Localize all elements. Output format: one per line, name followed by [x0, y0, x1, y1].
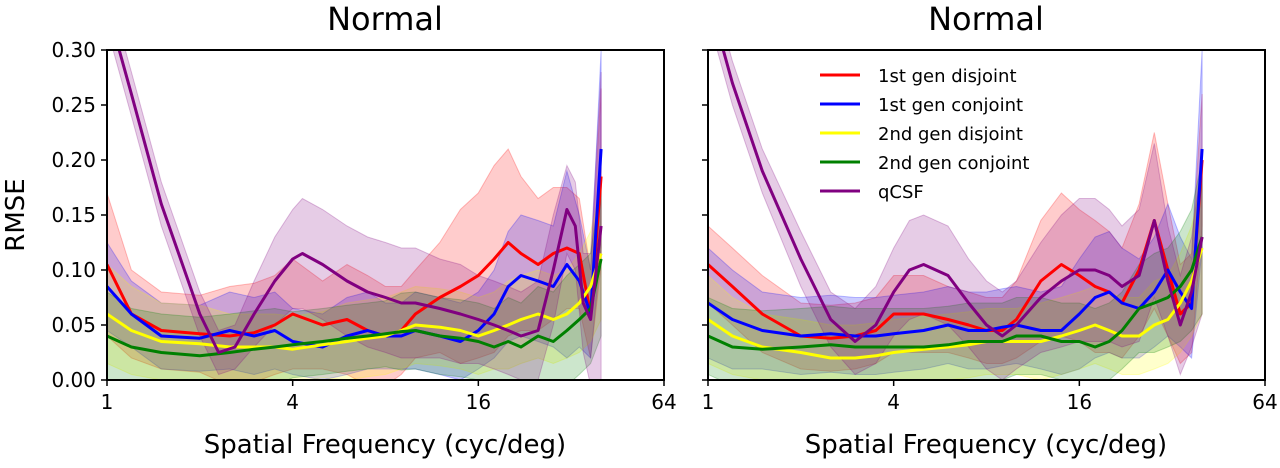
series-band [107, 50, 602, 380]
series-line [107, 258, 603, 358]
chart-title: Normal [928, 0, 1044, 38]
series-band [716, 50, 1203, 380]
x-tick-label: 4 [887, 390, 900, 414]
series-line [708, 247, 1204, 360]
x-tick-label: 16 [1067, 390, 1092, 414]
legend-label: 1st gen disjoint [878, 66, 1017, 87]
series-band [708, 93, 1203, 372]
x-tick-label: 1 [101, 390, 114, 414]
panel-right: Normal 1 4 16 64 Spatial Frequency (cyc/deg… [702, 0, 1278, 460]
axis-ticks-left: 1 4 16 64 0.00 0.05 0.10 0.15 0.20 0.25 0.30 [51, 38, 676, 414]
y-tick-label: 0.05 [51, 313, 96, 337]
series-band [112, 50, 602, 380]
y-axis-label: RMSE [1, 178, 31, 251]
series-line [708, 236, 1204, 351]
x-tick-label: 1 [702, 390, 715, 414]
series-line [107, 176, 603, 338]
x-tick-label: 64 [651, 390, 676, 414]
x-axis-label: Spatial Frequency (cyc/deg) [204, 430, 566, 460]
legend: 1st gen disjoint 1st gen conjoint 2nd gen … [820, 66, 1029, 203]
x-tick-label: 16 [466, 390, 491, 414]
y-tick-label: 0.25 [51, 93, 96, 117]
x-tick-label: 4 [286, 390, 299, 414]
y-tick-label: 0.10 [51, 258, 96, 282]
series-line [117, 50, 603, 354]
plot-area-right [708, 50, 1204, 380]
series-line [708, 148, 1204, 338]
axis-ticks-right: 1 4 16 64 [702, 49, 1278, 414]
legend-label: 2nd gen disjoint [878, 124, 1023, 145]
x-axis-label: Spatial Frequency (cyc/deg) [805, 430, 1167, 460]
y-tick-label: 0.20 [51, 148, 96, 172]
legend-label: qCSF [878, 182, 924, 203]
y-tick-label: 0.00 [51, 368, 96, 392]
legend-label: 2nd gen conjoint [878, 153, 1029, 174]
panel-left: Normal 1 4 16 64 0.00 0.05 0.10 0.15 0.20 0.25 0.3… [1, 0, 677, 460]
series-band [708, 159, 1203, 380]
plot-area-left [107, 50, 603, 380]
y-tick-label: 0.15 [51, 203, 96, 227]
series-line [721, 50, 1204, 343]
chart-title: Normal [327, 0, 443, 38]
legend-label: 1st gen conjoint [878, 95, 1023, 116]
y-tick-label: 0.30 [51, 38, 96, 62]
x-tick-label: 64 [1252, 390, 1277, 414]
